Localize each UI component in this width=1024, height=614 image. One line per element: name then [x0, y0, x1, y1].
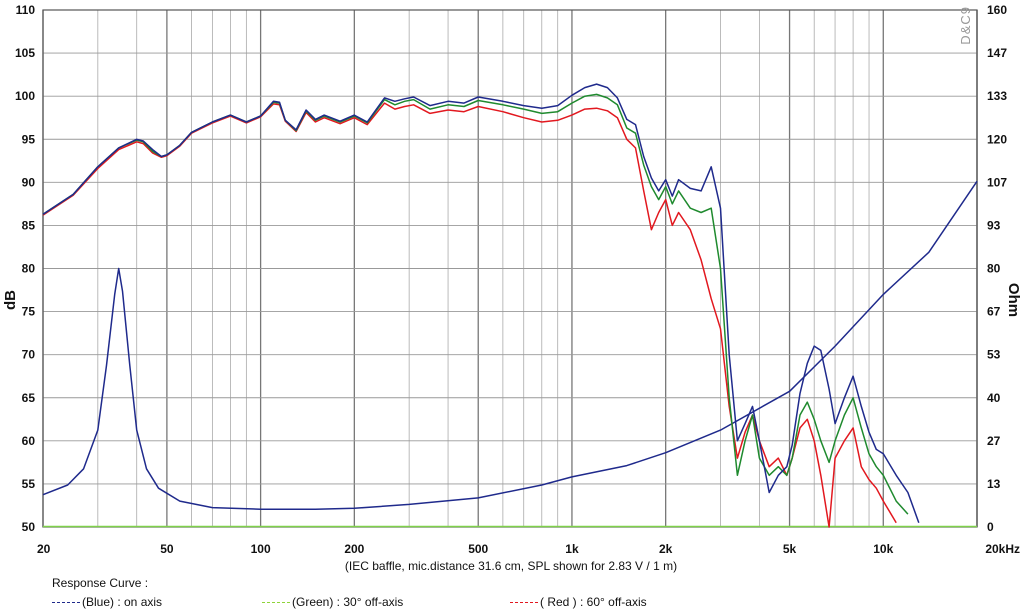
y-tick-label: 75: [22, 305, 36, 319]
y2-tick-label: 147: [987, 46, 1007, 60]
series-line-on-axis: [42, 83, 920, 523]
legend-item-green: (Green) : 30° off-axis: [262, 595, 403, 609]
series-line-30-off-axis: [42, 93, 909, 515]
legend-item-red: ( Red ) : 60° off-axis: [510, 595, 647, 609]
y-axis-label: dB: [2, 290, 19, 310]
legend-swatch-red: [510, 602, 538, 604]
x-tick-label: 10k: [873, 542, 893, 556]
x-tick-label: 100: [251, 542, 271, 556]
legend-swatch-green: [262, 602, 290, 604]
legend-title: Response Curve :: [52, 576, 149, 590]
x-tick-label: 500: [468, 542, 488, 556]
y2-tick-label: 160: [987, 3, 1007, 17]
y2-tick-label: 80: [987, 262, 1001, 276]
y-tick-label: 65: [22, 391, 36, 405]
grid: [42, 9, 978, 528]
y-tick-label: 55: [22, 477, 36, 491]
y2-tick-label: 133: [987, 89, 1007, 103]
series-line-impedance: [42, 180, 978, 510]
y-tick-label: 105: [15, 46, 35, 60]
y-tick-label: 80: [22, 262, 36, 276]
x-tick-label: 20kHz: [985, 542, 1020, 556]
y-tick-label: 90: [22, 175, 36, 189]
y2-tick-label: 0: [987, 520, 994, 534]
y-tick-label: 110: [16, 3, 36, 17]
y2-tick-label: 27: [987, 434, 1001, 448]
y-tick-label: 70: [22, 348, 36, 362]
x-tick-label: 2k: [659, 542, 673, 556]
x-tick-label: 50: [160, 542, 174, 556]
series-line-60-off-axis: [42, 102, 897, 528]
legend: Response Curve : (Blue) : on axis (Green…: [0, 574, 1024, 614]
y2-tick-label: 93: [987, 218, 1001, 232]
legend-label-red: ( Red ) : 60° off-axis: [540, 595, 647, 609]
y2-tick-label: 67: [987, 305, 1001, 319]
y2-tick-label: 120: [987, 132, 1007, 146]
watermark: D&C9: [958, 6, 973, 45]
measurement-note: (IEC baffle, mic.distance 31.6 cm, SPL s…: [345, 559, 677, 573]
y-tick-label: 100: [15, 89, 35, 103]
legend-swatch-blue: [52, 602, 80, 604]
y2-axis-label: Ohm: [1005, 283, 1022, 317]
x-tick-label: 20: [37, 542, 51, 556]
y-tick-label: 60: [22, 434, 36, 448]
x-tick-label: 200: [344, 542, 364, 556]
x-tick-label: 1k: [565, 542, 579, 556]
y2-tick-label: 107: [987, 175, 1007, 189]
y2-tick-label: 53: [987, 348, 1001, 362]
y2-tick-label: 40: [987, 391, 1001, 405]
legend-label-green: (Green) : 30° off-axis: [292, 595, 404, 609]
y2-tick-label: 13: [987, 477, 1001, 491]
tick-labels: 50 55 60 65 70 75 80 85 90 95 100 105 110 0 13 27 40 53 67…: [15, 3, 1020, 556]
y-tick-label: 50: [22, 520, 36, 534]
legend-item-blue: (Blue) : on axis: [52, 595, 162, 609]
series-layer: [42, 83, 978, 528]
y-tick-label: 95: [22, 132, 36, 146]
legend-label-blue: (Blue) : on axis: [82, 595, 163, 609]
x-tick-label: 5k: [783, 542, 797, 556]
y-tick-label: 85: [22, 218, 36, 232]
frequency-response-chart: 50 55 60 65 70 75 80 85 90 95 100 105 110 0 13 27 40 53 67…: [2, 3, 1022, 573]
